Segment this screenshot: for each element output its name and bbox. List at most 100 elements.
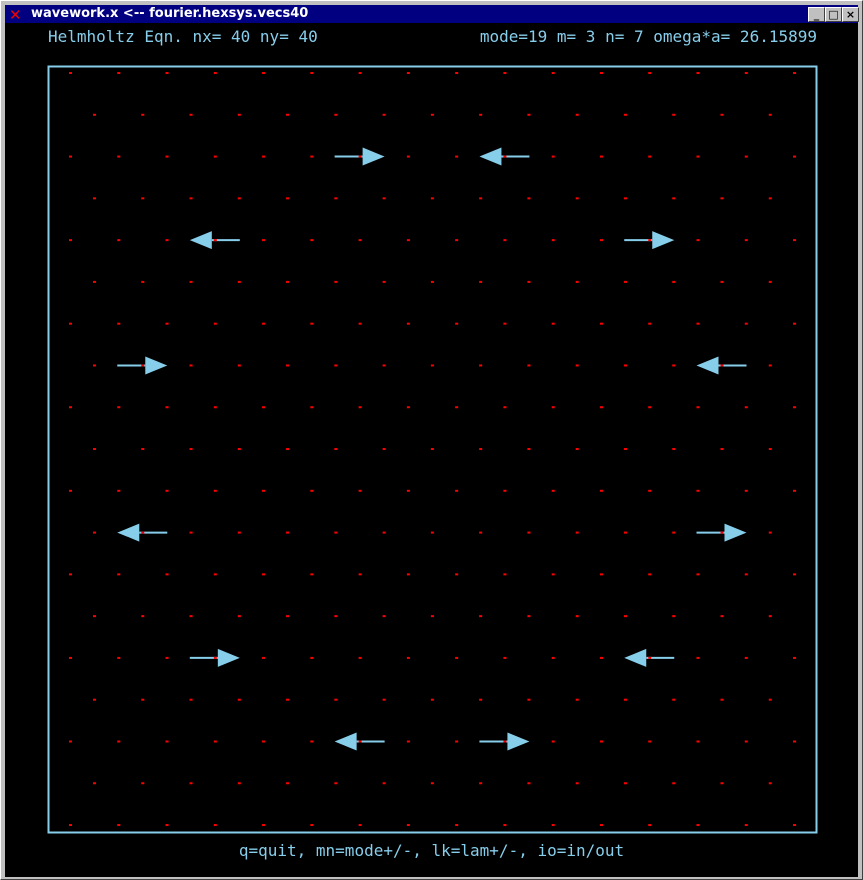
grid-dot bbox=[141, 448, 145, 451]
grid-dot bbox=[527, 280, 531, 283]
grid-dot bbox=[696, 72, 700, 74]
grid-dot bbox=[551, 322, 555, 325]
maximize-button[interactable]: □ bbox=[825, 7, 842, 22]
grid-dot bbox=[768, 782, 772, 785]
grid-dot bbox=[672, 197, 676, 200]
grid-dot bbox=[310, 740, 314, 743]
grid-dot bbox=[744, 824, 748, 827]
grid-dot bbox=[237, 364, 241, 367]
grid-dot bbox=[768, 448, 772, 451]
grid-dot bbox=[527, 698, 531, 701]
grid-dot bbox=[213, 322, 217, 325]
grid-dot bbox=[165, 406, 169, 409]
vector-arrow-head bbox=[117, 523, 140, 542]
grid-dot bbox=[334, 615, 338, 618]
grid-dot bbox=[262, 239, 266, 242]
grid-dot bbox=[406, 740, 410, 743]
grid-dot bbox=[479, 280, 483, 283]
grid-dot bbox=[262, 322, 266, 325]
grid-dot bbox=[69, 239, 72, 242]
vector-arrow-head bbox=[334, 732, 357, 751]
grid-dot bbox=[189, 113, 193, 116]
grid-dot bbox=[720, 280, 724, 283]
vector-arrow-head bbox=[624, 648, 647, 667]
grid-dot bbox=[286, 364, 290, 367]
grid-dot bbox=[69, 72, 72, 74]
grid-dot bbox=[237, 280, 241, 283]
grid-dot bbox=[599, 740, 603, 743]
grid-dot bbox=[310, 573, 314, 576]
grid-dot bbox=[406, 406, 410, 409]
minimize-button[interactable]: _ bbox=[808, 7, 825, 22]
grid-dot bbox=[527, 531, 531, 534]
grid-dot bbox=[503, 656, 507, 659]
grid-dot bbox=[503, 489, 507, 492]
grid-dot bbox=[696, 740, 700, 743]
grid-dot bbox=[793, 155, 797, 158]
grid-dot bbox=[93, 113, 96, 116]
grid-dot bbox=[189, 698, 193, 701]
grid-dot bbox=[406, 155, 410, 158]
grid-dot bbox=[430, 280, 434, 283]
grid-dot bbox=[599, 72, 603, 74]
grid-dot bbox=[744, 72, 748, 74]
title-bar[interactable]: ✕ wavework.x <-- fourier.hexsys.vecs40 _… bbox=[5, 5, 859, 24]
grid-dot bbox=[213, 239, 217, 242]
grid-dot bbox=[213, 489, 217, 492]
grid-dot bbox=[69, 656, 72, 659]
grid-dot bbox=[69, 322, 72, 325]
grid-dot bbox=[262, 656, 266, 659]
grid-dot bbox=[744, 406, 748, 409]
grid-dot bbox=[623, 113, 627, 116]
grid-dot bbox=[696, 824, 700, 827]
grid-dot bbox=[93, 364, 96, 367]
grid-dot bbox=[165, 72, 169, 74]
grid-dot bbox=[262, 489, 266, 492]
grid-dot bbox=[334, 113, 338, 116]
grid-dot bbox=[93, 615, 96, 618]
grid-dot bbox=[406, 489, 410, 492]
grid-dot bbox=[720, 364, 724, 367]
grid-dot bbox=[334, 364, 338, 367]
grid-dot bbox=[430, 113, 434, 116]
grid-dot bbox=[237, 615, 241, 618]
grid-dot bbox=[213, 740, 217, 743]
grid-dot bbox=[310, 322, 314, 325]
grid-dot bbox=[93, 782, 96, 785]
grid-dot bbox=[575, 364, 579, 367]
grid-dot bbox=[93, 197, 96, 200]
grid-dot bbox=[430, 698, 434, 701]
grid-dot bbox=[648, 155, 652, 158]
grid-dot bbox=[599, 656, 603, 659]
grid-dot bbox=[406, 824, 410, 827]
grid-dot bbox=[141, 782, 145, 785]
grid-dot bbox=[286, 615, 290, 618]
grid-dot bbox=[189, 280, 193, 283]
grid-dot bbox=[527, 448, 531, 451]
grid-dot bbox=[286, 113, 290, 116]
grid-dot bbox=[117, 239, 121, 242]
x-app-icon[interactable]: ✕ bbox=[9, 6, 22, 24]
close-button[interactable]: × bbox=[842, 7, 859, 22]
grid-dot bbox=[551, 824, 555, 827]
grid-dot bbox=[141, 280, 145, 283]
grid-dot bbox=[69, 740, 72, 743]
grid-dot bbox=[575, 113, 579, 116]
grid-dot bbox=[648, 573, 652, 576]
header-left: Helmholtz Eqn. nx= 40 ny= 40 bbox=[48, 27, 318, 46]
grid-dot bbox=[382, 280, 386, 283]
grid-dot bbox=[117, 72, 121, 74]
grid-dot bbox=[310, 489, 314, 492]
grid-dot bbox=[262, 406, 266, 409]
grid-dot bbox=[382, 531, 386, 534]
grid-dot bbox=[720, 698, 724, 701]
grid-dot bbox=[406, 322, 410, 325]
grid-dot bbox=[503, 239, 507, 242]
grid-dot bbox=[334, 531, 338, 534]
grid-dot bbox=[141, 113, 145, 116]
grid-dot bbox=[430, 364, 434, 367]
grid-dot bbox=[165, 824, 169, 827]
grid-dot bbox=[382, 364, 386, 367]
canvas[interactable]: Helmholtz Eqn. nx= 40 ny= 40 mode=19 m= … bbox=[5, 23, 858, 877]
